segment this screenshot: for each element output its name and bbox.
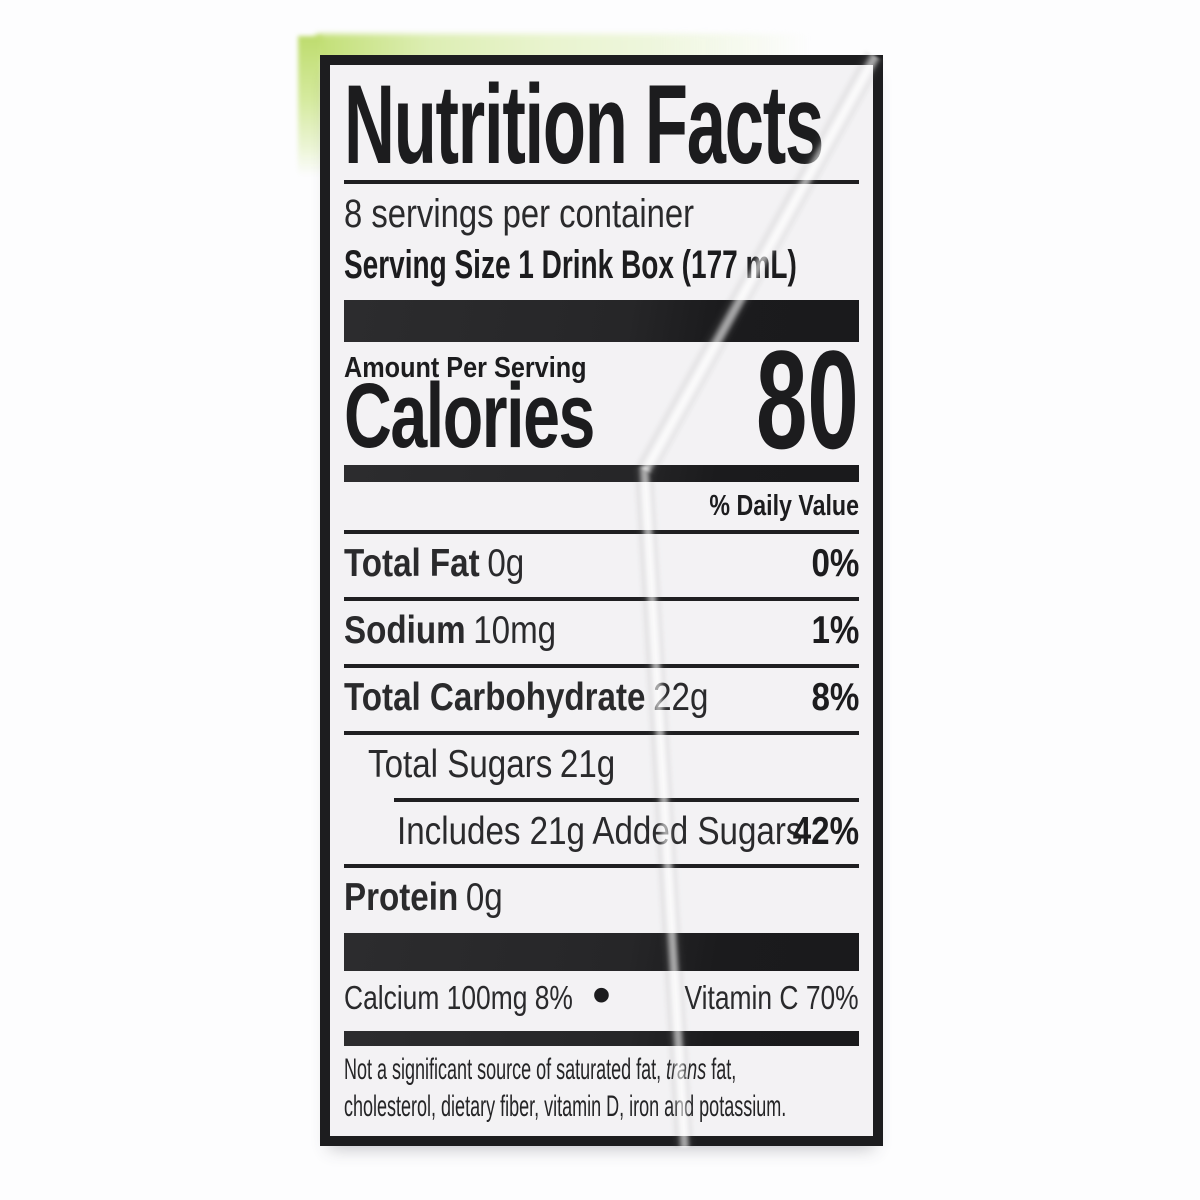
nutrient-amount: 10mg	[473, 609, 557, 653]
nutrient-name: Protein	[344, 876, 459, 920]
nutrient-row-sodium: Sodium 10mg 1%	[344, 601, 859, 664]
nutrient-name: Total Carbohydrate	[344, 675, 646, 719]
footnote-line-2: cholesterol, dietary fiber, vitamin D, i…	[344, 1088, 859, 1126]
footnote-text: fat,	[706, 1052, 737, 1086]
footnote-line-1-text: Not a significant source of saturated fa…	[344, 1051, 736, 1089]
nutrient-daily-value: 42%	[792, 809, 859, 853]
section-rule	[344, 864, 859, 869]
nutrient-name: Includes 21g Added Sugars	[397, 809, 803, 853]
nutrient-text: Total Sugars 21g	[368, 743, 615, 788]
section-rule	[344, 663, 859, 668]
serving-size-line: Serving Size 1 Drink Box (177 mL)	[344, 240, 859, 290]
footnote-line-2-text: cholesterol, dietary fiber, vitamin D, i…	[344, 1090, 787, 1124]
amount-per-serving-label: Amount Per Serving	[344, 350, 859, 388]
nutrient-daily-value: 1%	[811, 609, 859, 653]
daily-value-header-text: % Daily Value	[709, 490, 859, 523]
nutrient-name: Sodium	[344, 609, 466, 653]
nutrient-row-total-carbohydrate: Total Carbohydrate 22g 8%	[344, 668, 859, 731]
nutrient-row-total-sugars: Total Sugars 21g	[368, 735, 859, 798]
section-rule	[344, 730, 859, 735]
footnote: Not a significant source of saturated fa…	[344, 1051, 859, 1127]
footnote-text: Not a significant source of saturated fa…	[344, 1052, 667, 1086]
vitamin-c-text: Vitamin C 70%	[684, 979, 859, 1017]
nutrient-amount: 0g	[487, 542, 525, 586]
calories-row: Calories 80	[344, 330, 859, 470]
nutrient-text: Includes 21g Added Sugars	[397, 810, 802, 855]
nutrient-amount: 0g	[465, 876, 503, 920]
title-rule	[344, 180, 859, 185]
nutrient-row-protein: Protein 0g	[344, 868, 859, 931]
servings-per-container-text: 8 servings per container	[344, 192, 695, 237]
footnote-italic-trans: trans	[666, 1052, 707, 1086]
nutrition-facts-panel: Nutrition Facts 8 servings per container…	[320, 55, 883, 1146]
section-rule-indented	[394, 797, 859, 802]
nutrition-facts-title-text: Nutrition Facts	[344, 62, 824, 187]
serving-size-text: Serving Size 1 Drink Box (177 mL)	[344, 243, 797, 288]
nutrient-name: Total Sugars	[368, 742, 553, 786]
nutrient-daily-value: 8%	[811, 675, 859, 719]
nutrient-text: Sodium 10mg	[344, 609, 556, 654]
nutrient-text: Protein 0g	[344, 876, 503, 921]
nutrient-name: Total Fat	[344, 542, 480, 586]
nutrition-facts-title: Nutrition Facts	[344, 62, 859, 187]
micronutrients-row: Calcium 100mg 8% • Vitamin C 70%	[344, 964, 859, 1026]
calcium-text: Calcium 100mg 8%	[344, 979, 573, 1017]
daily-value-header: % Daily Value	[344, 489, 859, 524]
nutrient-amount: 21g	[559, 742, 616, 786]
nutrient-row-total-fat: Total Fat 0g 0%	[344, 534, 859, 597]
footnote-line-1: Not a significant source of saturated fa…	[344, 1051, 859, 1089]
divider-bar-thin	[344, 1030, 859, 1046]
servings-per-container-line: 8 servings per container	[344, 190, 859, 238]
nutrient-amount: 22g	[653, 675, 709, 719]
section-rule	[344, 530, 859, 535]
nutrient-daily-value: 0%	[811, 542, 859, 586]
background-leaf-tint-left	[298, 36, 322, 176]
amount-per-serving-text: Amount Per Serving	[344, 351, 587, 384]
calories-value: 80	[756, 321, 859, 479]
section-rule	[344, 597, 859, 602]
bullet-separator: •	[592, 964, 611, 1025]
nutrient-row-added-sugars: Includes 21g Added Sugars 42%	[397, 802, 859, 865]
nutrient-text: Total Carbohydrate 22g	[344, 676, 708, 721]
calories-label: Calories	[344, 365, 595, 468]
divider-bar-thick-lower	[344, 933, 859, 972]
nutrient-text: Total Fat 0g	[344, 542, 524, 587]
